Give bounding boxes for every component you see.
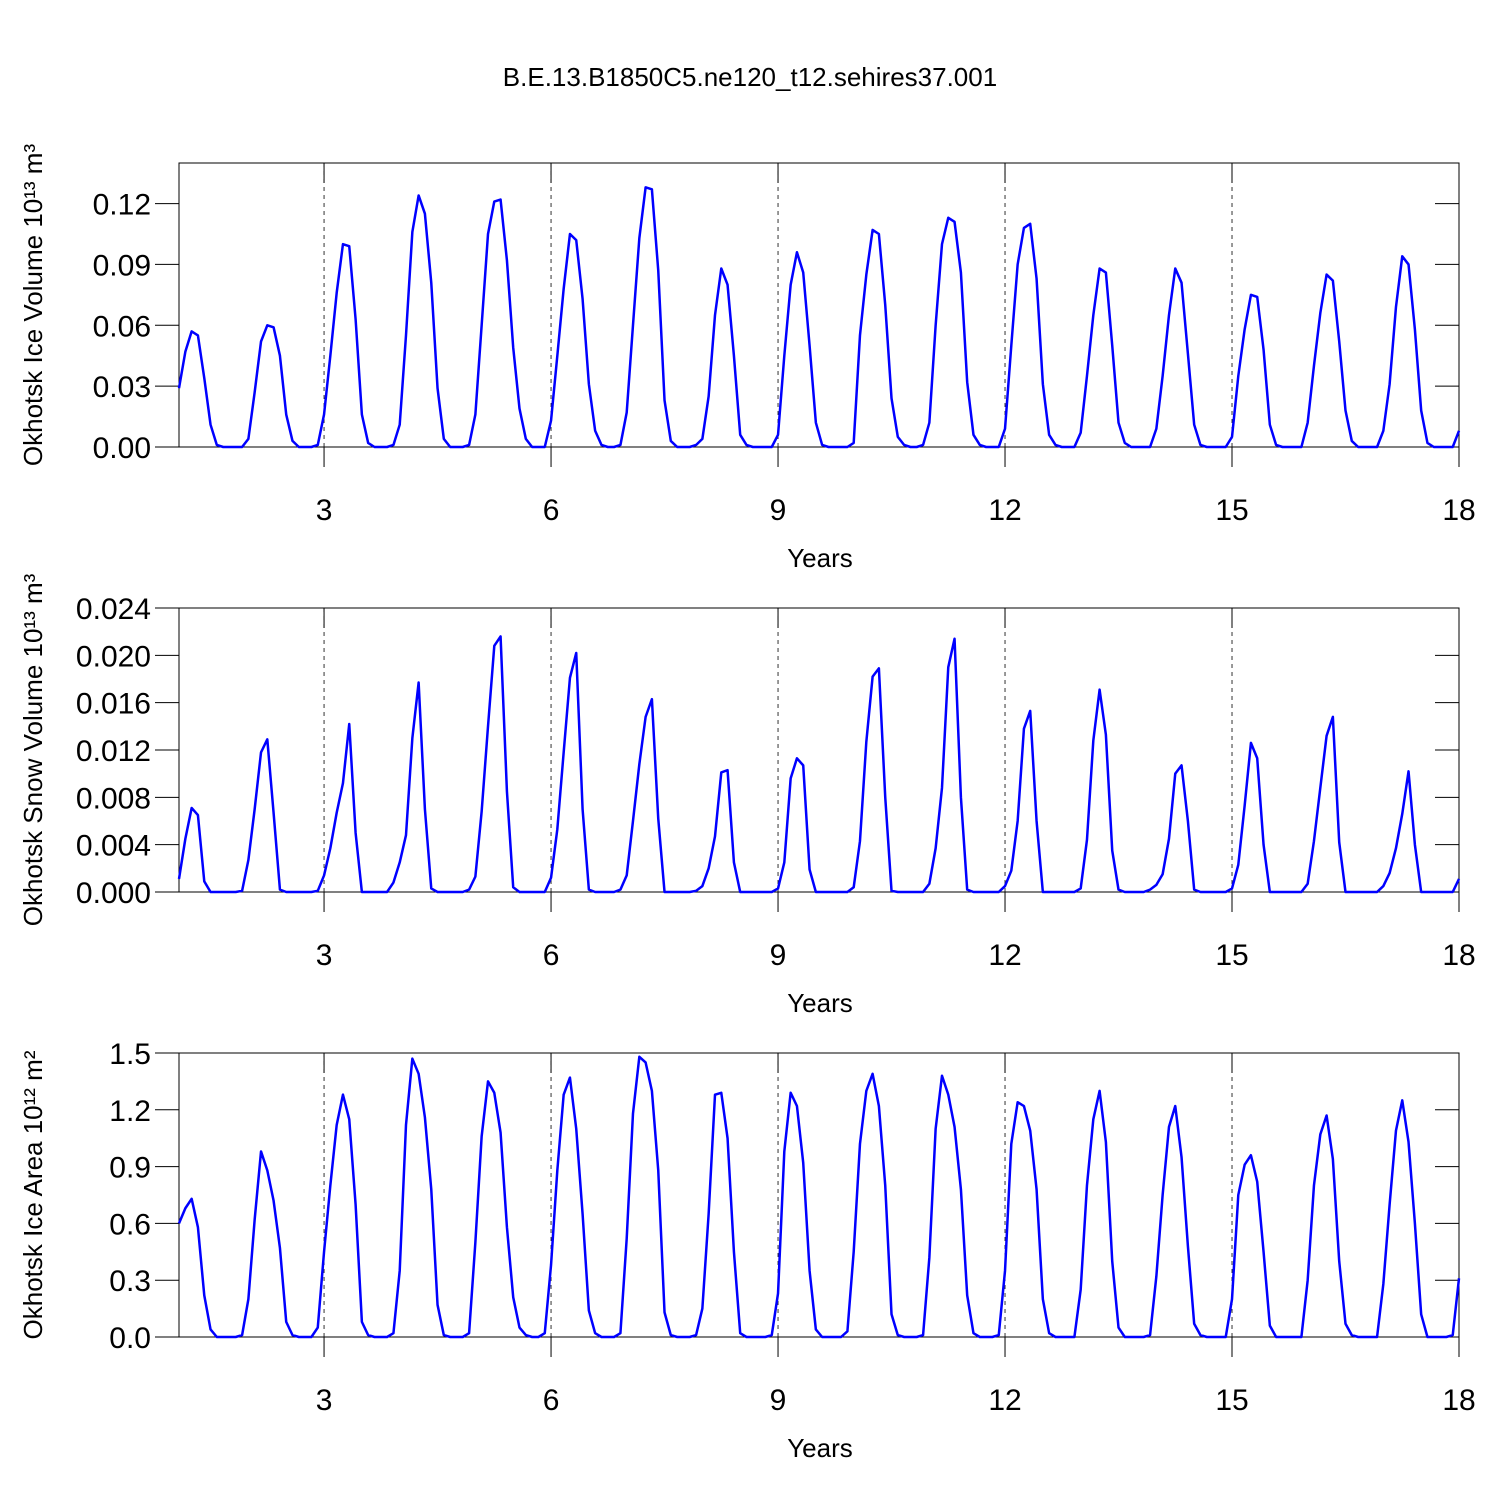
y-tick-label: 0.000 (76, 877, 151, 910)
y-tick-label: 0.6 (109, 1208, 151, 1241)
y-tick-label: 0.12 (93, 189, 151, 222)
y-tick-label: 0.020 (76, 640, 151, 673)
y-tick-label: 0.004 (76, 830, 151, 863)
y-tick-label: 0.0 (109, 1322, 151, 1355)
y-tick-label: 0.3 (109, 1265, 151, 1298)
x-tick-label: 18 (1442, 494, 1475, 527)
y-tick-label: 0.024 (76, 593, 151, 626)
data-line (177, 1055, 1461, 1339)
x-tick-label: 3 (316, 939, 333, 972)
y-tick-label: 0.09 (93, 249, 151, 282)
x-tick-label: 9 (770, 494, 787, 527)
x-tick-label: 9 (770, 1384, 787, 1417)
x-tick-label: 9 (770, 939, 787, 972)
x-tick-label: 18 (1442, 939, 1475, 972)
y-tick-label: 0.06 (93, 310, 151, 343)
data-line (177, 635, 1461, 894)
y-axis-label: Okhotsk Snow Volume 10¹³ m³ (18, 573, 48, 926)
plot-frame (178, 607, 1460, 893)
chart-title: B.E.13.B1850C5.ne120_t12.sehires37.001 (503, 62, 997, 92)
y-tick-label: 0.012 (76, 735, 151, 768)
plot-frame (178, 162, 1460, 448)
x-tick-label: 15 (1215, 494, 1248, 527)
x-tick-label: 15 (1215, 939, 1248, 972)
x-tick-label: 15 (1215, 1384, 1248, 1417)
x-tick-label: 18 (1442, 1384, 1475, 1417)
x-tick-label: 6 (543, 1384, 560, 1417)
y-tick-label: 0.03 (93, 371, 151, 404)
y-tick-label: 0.00 (93, 432, 151, 465)
y-tick-label: 1.5 (109, 1038, 151, 1071)
x-tick-label: 3 (316, 494, 333, 527)
y-tick-label: 0.9 (109, 1152, 151, 1185)
x-axis-label: Years (787, 1433, 853, 1463)
x-tick-label: 12 (988, 494, 1021, 527)
y-tick-label: 0.008 (76, 782, 151, 815)
x-tick-label: 3 (316, 1384, 333, 1417)
data-line (177, 186, 1461, 449)
x-axis-label: Years (787, 543, 853, 573)
x-tick-label: 6 (543, 494, 560, 527)
x-tick-label: 12 (988, 939, 1021, 972)
y-tick-label: 0.016 (76, 688, 151, 721)
x-tick-label: 6 (543, 939, 560, 972)
y-axis-label: Okhotsk Ice Area 10¹² m² (18, 1050, 48, 1339)
x-tick-label: 12 (988, 1384, 1021, 1417)
plot-frame (178, 1052, 1460, 1338)
y-axis-label: Okhotsk Ice Volume 10¹³ m³ (18, 144, 48, 467)
x-axis-label: Years (787, 988, 853, 1018)
y-tick-label: 1.2 (109, 1095, 151, 1128)
